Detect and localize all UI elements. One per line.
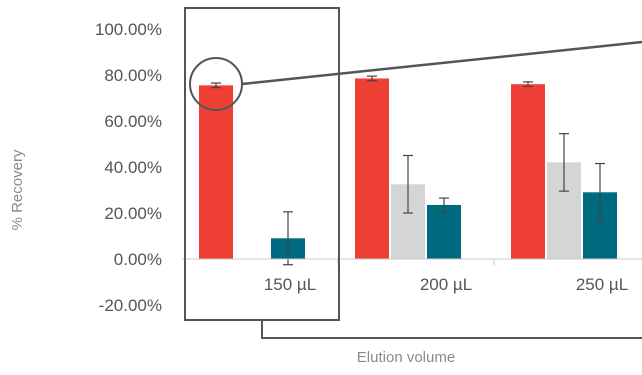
bracket-connector-line [261,320,642,339]
zoom-connector-line [241,40,642,86]
x-tick-label: 150 µL [264,275,316,294]
error-bars [211,75,605,266]
y-tick-label: 20.00% [104,204,162,223]
x-axis-title: Elution volume [357,349,455,366]
x-tick-label: 200 µL [420,275,472,294]
bar [355,78,389,259]
bar [511,84,545,259]
bar [427,204,461,259]
y-tick-label: 100.00% [95,20,162,39]
y-tick-label: 60.00% [104,112,162,131]
x-axis-category-labels: 150 µL 200 µL 250 µL [264,275,628,294]
y-tick-label: 40.00% [104,158,162,177]
bars [199,78,617,259]
y-tick-label: 0.00% [114,250,162,269]
bar [199,85,233,259]
x-tick-label: 250 µL [576,275,628,294]
y-tick-label: 80.00% [104,66,162,85]
y-axis-title: % Recovery [9,149,26,230]
y-tick-label: -20.00% [99,296,162,315]
highlight-callout [184,7,642,339]
y-axis-ticks: -20.00% 0.00% 20.00% 40.00% 60.00% 80.00% 100.… [95,20,495,315]
